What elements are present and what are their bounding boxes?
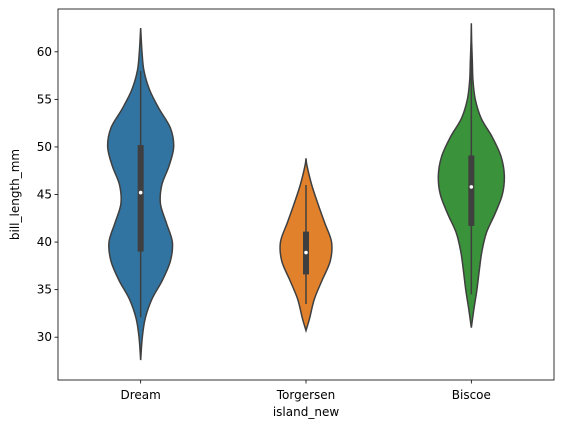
x-axis-label: island_new	[273, 405, 339, 419]
y-tick-label: 45	[37, 188, 52, 202]
x-tick-label: Biscoe	[452, 388, 491, 402]
violin-median-dot	[304, 250, 308, 255]
y-tick-label: 55	[37, 92, 52, 106]
y-tick-label: 50	[37, 140, 52, 154]
violins-layer	[106, 23, 506, 361]
y-tick-label: 40	[37, 235, 52, 249]
x-tick-label: Dream	[120, 388, 160, 402]
y-axis: 30 35 40 45 50 55 60	[37, 45, 58, 344]
violin-median-dot	[469, 185, 474, 189]
y-tick-label: 35	[37, 283, 52, 297]
plot-frame	[57, 8, 555, 381]
y-axis-label: bill_length_mm	[8, 149, 22, 240]
violin-iqr-box	[137, 145, 144, 252]
x-tick-label: Torgersen	[276, 388, 336, 402]
y-tick-label: 60	[37, 45, 52, 59]
y-tick-label: 30	[37, 330, 52, 344]
violin-median-dot	[138, 190, 143, 195]
x-axis: Dream Torgersen Biscoe	[120, 380, 491, 402]
violin-iqr-box	[468, 155, 475, 226]
